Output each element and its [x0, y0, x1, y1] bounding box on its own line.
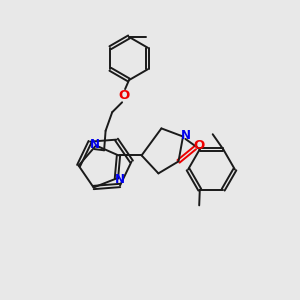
Text: N: N	[89, 137, 100, 151]
Text: N: N	[181, 129, 191, 142]
Text: O: O	[118, 89, 129, 102]
Text: N: N	[115, 172, 125, 186]
Text: O: O	[193, 139, 204, 152]
